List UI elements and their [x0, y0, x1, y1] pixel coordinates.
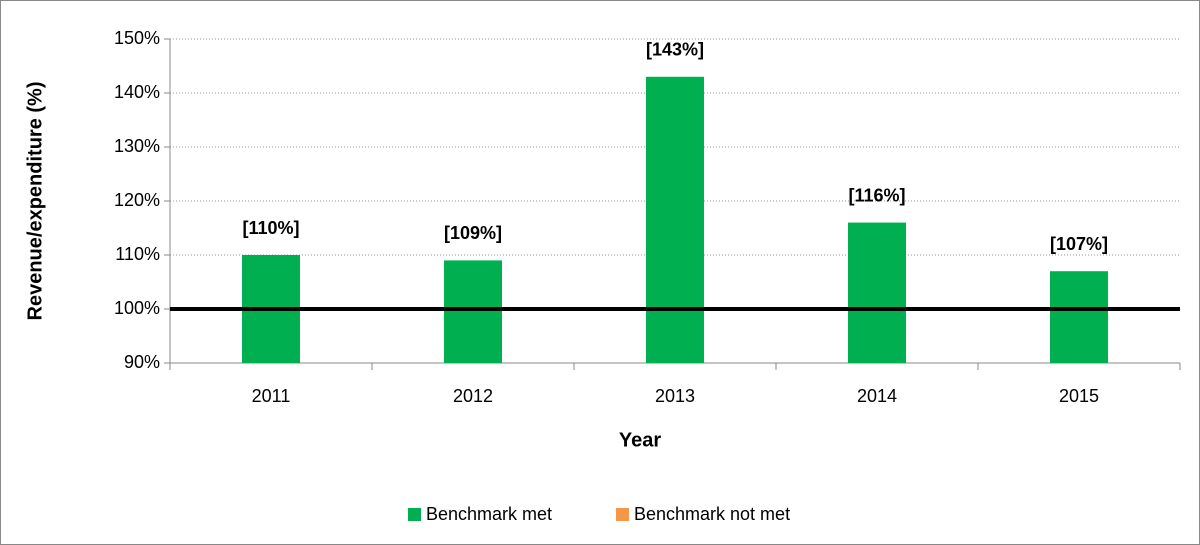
data-label: [107%] — [1050, 234, 1108, 254]
bar — [848, 222, 906, 363]
bar — [444, 260, 502, 363]
data-label: [143%] — [646, 40, 704, 60]
y-tick-label: 100% — [114, 298, 160, 318]
x-tick-label: 2011 — [252, 386, 291, 406]
y-tick-label: 110% — [115, 244, 160, 264]
bar — [1050, 271, 1108, 363]
x-tick-label: 2014 — [857, 386, 897, 406]
y-tick-label: 130% — [114, 136, 160, 156]
x-axis-title: Year — [619, 429, 661, 451]
data-label: [116%] — [848, 185, 905, 205]
y-tick-label: 90% — [124, 352, 160, 372]
y-tick-label: 150% — [114, 28, 160, 48]
data-label: [109%] — [444, 223, 502, 243]
legend-label: Benchmark met — [426, 504, 552, 524]
bar — [646, 76, 704, 364]
y-tick-label: 120% — [114, 190, 160, 210]
legend-swatch — [616, 508, 629, 521]
y-tick-label: 140% — [114, 82, 160, 102]
x-tick-label: 2015 — [1059, 386, 1099, 406]
x-tick-label: 2013 — [655, 386, 695, 406]
legend-swatch — [408, 508, 421, 521]
y-axis-title: Revenue/expenditure (%) — [24, 82, 46, 321]
x-tick-label: 2012 — [453, 386, 493, 406]
data-label: [110%] — [242, 218, 299, 238]
legend-label: Benchmark not met — [634, 504, 790, 524]
